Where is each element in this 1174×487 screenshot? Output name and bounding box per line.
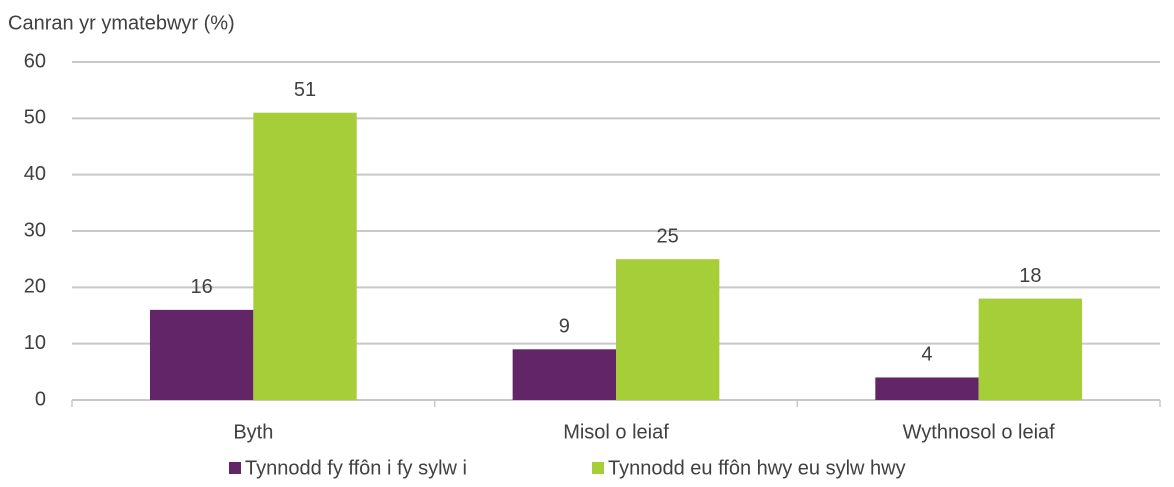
data-label: 16 bbox=[191, 276, 213, 298]
data-label: 51 bbox=[294, 79, 316, 101]
legend-label: Tynnodd fy ffôn i fy sylw i bbox=[245, 457, 467, 479]
y-tick-label: 50 bbox=[24, 107, 46, 129]
bar bbox=[512, 349, 616, 400]
legend-label: Tynnodd eu ffôn hwy eu sylw hwy bbox=[608, 457, 906, 479]
bar bbox=[875, 377, 979, 400]
bar bbox=[616, 259, 720, 400]
y-tick-label: 20 bbox=[24, 276, 46, 298]
y-tick-label: 40 bbox=[24, 163, 46, 185]
y-tick-label: 60 bbox=[24, 50, 46, 72]
x-tick-label: Misol o leiaf bbox=[563, 421, 669, 443]
bar bbox=[149, 309, 254, 400]
data-label: 18 bbox=[1019, 265, 1041, 287]
legend-swatch bbox=[229, 462, 241, 474]
x-tick-label: Wythnosol o leiaf bbox=[903, 421, 1056, 443]
y-tick-label: 30 bbox=[24, 219, 46, 241]
x-tick-label: Byth bbox=[233, 421, 273, 443]
data-label: 9 bbox=[559, 316, 570, 338]
y-axis-label: Canran yr ymatebwyr (%) bbox=[8, 12, 235, 34]
data-label: 4 bbox=[921, 344, 932, 366]
bar bbox=[978, 298, 1083, 400]
y-tick-label: 10 bbox=[24, 332, 46, 354]
bar bbox=[253, 112, 357, 400]
legend-swatch bbox=[592, 462, 604, 474]
y-tick-label: 0 bbox=[35, 388, 46, 410]
data-label: 25 bbox=[657, 225, 679, 247]
